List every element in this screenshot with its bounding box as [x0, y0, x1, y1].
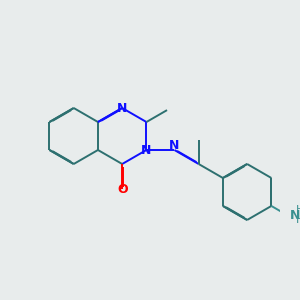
Text: N: N	[169, 139, 180, 152]
Text: N: N	[117, 101, 128, 115]
Text: N: N	[141, 143, 152, 157]
Text: H: H	[296, 215, 300, 225]
Text: O: O	[117, 183, 128, 196]
Text: H: H	[296, 205, 300, 215]
Text: N: N	[290, 209, 300, 222]
